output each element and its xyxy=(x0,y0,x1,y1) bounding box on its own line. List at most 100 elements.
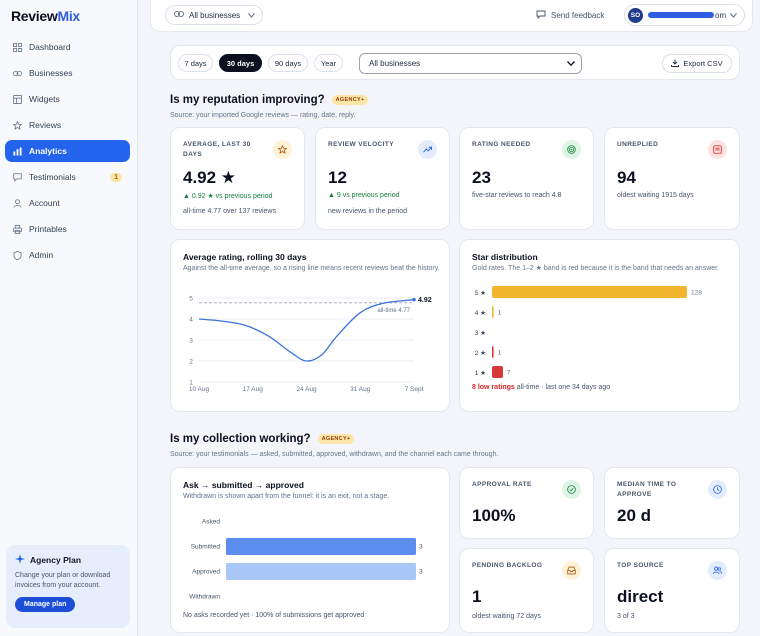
y-tick-label: 2 xyxy=(189,359,193,366)
funnel-stage-label: Withdrawn xyxy=(189,594,220,601)
sidebar-item-analytics[interactable]: Analytics xyxy=(5,140,130,162)
stat-note: five-star reviews to reach 4.8 xyxy=(472,192,562,199)
filter-bar: 7 days 30 days 90 days Year All business… xyxy=(170,45,740,80)
trend-up-icon xyxy=(418,140,437,159)
stat-value: 12 xyxy=(328,168,347,187)
sidebar-item-printables[interactable]: Printables xyxy=(5,218,130,240)
sidebar-item-widgets[interactable]: Widgets xyxy=(5,88,130,110)
range-90-days[interactable]: 90 days xyxy=(268,54,308,72)
business-filter-select[interactable]: All businesses xyxy=(359,53,582,74)
star-category-label: 5 ★ xyxy=(475,290,486,297)
y-tick-label: 4 xyxy=(189,317,193,324)
funnel-bar-chart: Asked Submitted 3 Approved 3 Withdrawn xyxy=(189,519,423,601)
sidebar-item-label: Widgets xyxy=(29,94,60,104)
sidebar-item-label: Admin xyxy=(29,250,54,260)
stat-card-average-last-30-days: AVERAGE, LAST 30 DAYS 4.92 ★ ▲ 0.92 ★ vs p… xyxy=(170,127,305,230)
users-icon xyxy=(708,561,727,580)
sidebar-item-label: Businesses xyxy=(29,68,73,78)
funnel-stage-label: Submitted xyxy=(191,544,221,551)
sidebar-item-label: Testimonials xyxy=(29,172,76,182)
y-tick-label: 1 xyxy=(189,380,193,387)
y-tick-label: 3 xyxy=(189,338,193,345)
link-icon xyxy=(12,68,22,78)
x-tick-label: 17 Aug xyxy=(243,386,264,393)
sidebar-item-reviews[interactable]: Reviews xyxy=(5,114,130,136)
star-value-label: 1 xyxy=(498,310,502,317)
star-outline-icon xyxy=(273,140,292,159)
star-bar xyxy=(492,286,687,298)
sidebar-item-label: Account xyxy=(29,198,60,208)
star-category-label: 1 ★ xyxy=(475,370,486,377)
x-tick-label: 24 Aug xyxy=(296,386,317,393)
printer-icon xyxy=(12,224,22,234)
x-tick-label: 31 Aug xyxy=(350,386,371,393)
star-category-label: 4 ★ xyxy=(475,310,486,317)
agency-tag: AGENCY+ xyxy=(317,434,355,444)
agency-tag: AGENCY+ xyxy=(331,95,369,105)
stat-label: PENDING BACKLOG xyxy=(472,562,543,569)
stat-card-pending-backlog: PENDING BACKLOG 1 oldest waiting 72 days xyxy=(459,548,594,633)
business-selector[interactable]: All businesses xyxy=(165,5,263,25)
end-value-label: 4.92 xyxy=(418,297,432,304)
widget-icon xyxy=(12,94,22,104)
stat-label: UNREPLIED xyxy=(617,141,659,148)
user-icon xyxy=(12,198,22,208)
rating-chart-card: Average rating, rolling 30 days Against … xyxy=(170,239,450,412)
range-7-days[interactable]: 7 days xyxy=(178,54,213,72)
stat-value: direct xyxy=(617,587,664,606)
stat-card-median-time-to-approve: MEDIAN TIME TO APPROVE 20 d xyxy=(604,467,740,539)
star-chart-footer: 8 low ratings all-time · last one 34 day… xyxy=(472,384,610,391)
sidebar-item-account[interactable]: Account xyxy=(5,192,130,214)
sparkle-icon xyxy=(15,554,25,566)
bar-chart-icon xyxy=(12,146,22,156)
stat-note: all-time 4.77 over 137 reviews xyxy=(183,208,276,215)
avatar: SO xyxy=(628,7,643,23)
clock-icon xyxy=(708,480,727,499)
tray-icon xyxy=(562,561,581,580)
star-value-label: 7 xyxy=(507,370,511,377)
sidebar-item-testimonials[interactable]: Testimonials 1 xyxy=(5,166,130,188)
account-menu[interactable]: SO om xyxy=(624,4,745,26)
funnel-footer: No asks recorded yet · 100% of submissio… xyxy=(183,612,365,619)
top-bar: All businesses Send feedback SO om xyxy=(150,0,753,32)
stat-card-review-velocity: REVIEW VELOCITY 12 ▲ 9 vs previous period n… xyxy=(315,127,450,230)
export-csv-button[interactable]: Export CSV xyxy=(662,54,732,73)
stat-value: 1 xyxy=(472,587,482,606)
funnel-bar xyxy=(226,563,416,580)
rating-line-chart: 1 2 3 4 5 10 Aug 17 Aug 24 Aug 31 Aug 7 Sept all-t… xyxy=(189,296,432,394)
star-bar xyxy=(492,306,494,318)
chevron-down-icon xyxy=(567,59,575,68)
reputation-title: Is my reputation improving? AGENCY+ xyxy=(170,94,369,106)
sidebar-item-label: Dashboard xyxy=(29,42,71,52)
grid-icon xyxy=(12,42,22,52)
check-circle-icon xyxy=(562,480,581,499)
star-chart-subtitle: Gold rates. The 1–2 ★ band is red becaus… xyxy=(472,265,720,272)
reputation-subtitle: Source: your imported Google reviews — r… xyxy=(170,112,356,119)
star-bar xyxy=(492,346,494,358)
range-year[interactable]: Year xyxy=(314,54,343,72)
inbox-icon xyxy=(708,140,727,159)
range-30-days[interactable]: 30 days xyxy=(219,54,262,72)
stat-note: oldest waiting 72 days xyxy=(472,613,541,620)
shield-icon xyxy=(12,250,22,260)
low-ratings-alert: 8 low ratings xyxy=(472,384,515,391)
plan-description: Change your plan or download invoices fr… xyxy=(15,572,111,589)
link-icon xyxy=(174,10,184,20)
sidebar: ReviewMix Dashboard Businesses Widgets Revi… xyxy=(0,0,138,636)
stat-note: 3 of 3 xyxy=(617,613,635,620)
stat-value: 94 xyxy=(617,168,636,187)
funnel-bar xyxy=(226,538,416,555)
brand-logo[interactable]: ReviewMix xyxy=(11,8,80,24)
stat-delta: ▲ 0.92 ★ vs previous period xyxy=(183,193,273,200)
y-tick-label: 5 xyxy=(189,296,193,303)
sidebar-item-businesses[interactable]: Businesses xyxy=(5,62,130,84)
rating-series-line xyxy=(198,299,415,362)
rating-chart-subtitle: Against the all-time average, so a risin… xyxy=(183,265,440,272)
stat-card-unreplied: UNREPLIED 94 oldest waiting 1915 days xyxy=(604,127,740,230)
star-value-label: 128 xyxy=(691,290,702,297)
sidebar-item-admin[interactable]: Admin xyxy=(5,244,130,266)
collection-title: Is my collection working? AGENCY+ xyxy=(170,433,355,445)
manage-plan-button[interactable]: Manage plan xyxy=(15,597,76,612)
sidebar-item-dashboard[interactable]: Dashboard xyxy=(5,36,130,58)
send-feedback-link[interactable]: Send feedback xyxy=(536,10,604,21)
